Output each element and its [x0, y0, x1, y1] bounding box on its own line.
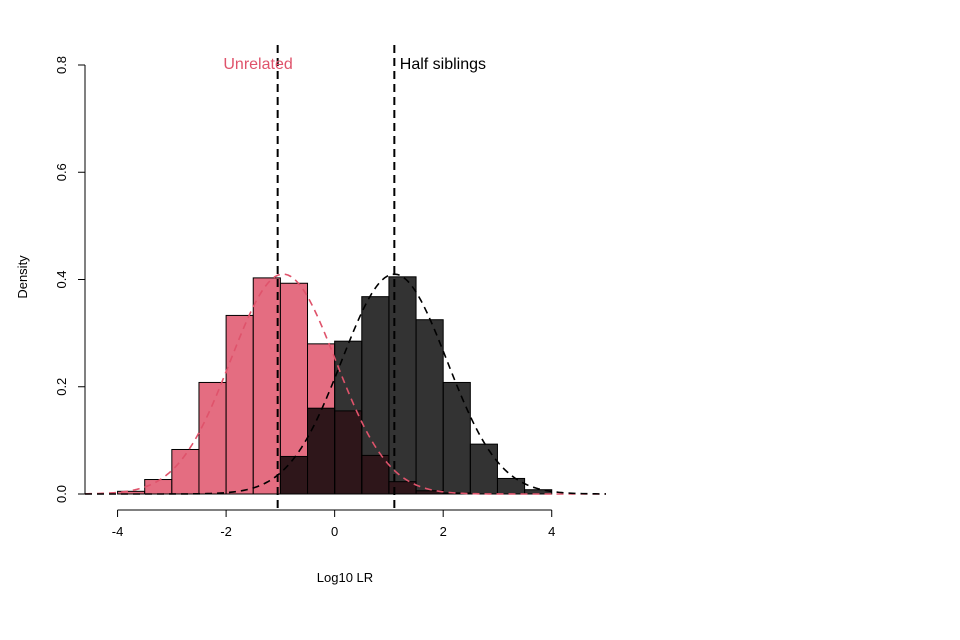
series-1-density-curve [85, 273, 607, 495]
y-tick-label: 0.2 [54, 378, 69, 396]
y-axis-title: Density [15, 255, 30, 299]
histogram-bar [279, 455, 309, 495]
x-tick-label: -2 [220, 524, 232, 539]
histogram-bar [388, 276, 417, 495]
histogram-bar [442, 381, 471, 495]
y-tick-label: 0.4 [54, 270, 69, 288]
histogram-bar [307, 407, 336, 495]
y-tick-label: 0.0 [54, 485, 69, 503]
x-tick-label: 4 [548, 524, 555, 539]
histogram-bar [496, 477, 526, 495]
histogram-bar [334, 340, 363, 495]
x-tick-label: 2 [440, 524, 447, 539]
x-axis-title: Log10 LR [317, 570, 373, 585]
annotation-label: Half siblings [400, 56, 486, 73]
histogram-bar [171, 448, 200, 495]
plot-area: Unrelated Half siblings [84, 45, 607, 510]
histogram-bar [198, 381, 227, 495]
histogram-bar [415, 319, 444, 495]
histogram-bar [225, 314, 254, 495]
histogram-bar [252, 277, 281, 495]
x-tick-label: 0 [331, 524, 338, 539]
x-tick-label: -4 [112, 524, 124, 539]
series-1-bars [279, 276, 553, 495]
histogram-bar [469, 443, 498, 495]
y-tick-label: 0.6 [54, 163, 69, 181]
y-tick-label: 0.8 [54, 56, 69, 74]
histogram-bar [361, 296, 390, 495]
annotation-label: Unrelated [223, 56, 292, 73]
axes: -4 -2 0 2 4 0.0 0.2 0.4 0.6 0.8 [54, 56, 555, 539]
